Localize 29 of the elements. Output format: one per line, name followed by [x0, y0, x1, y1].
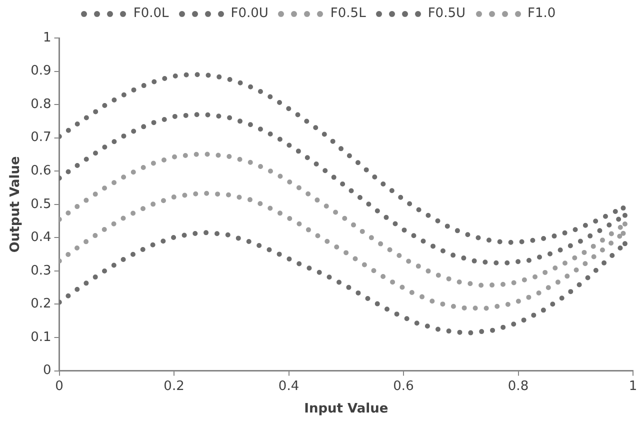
y-tick-label: 0.9: [30, 64, 52, 79]
x-tick-label: 0.4: [278, 378, 300, 394]
y-tick-label: 0.4: [30, 230, 52, 246]
legend-label: F0.0L: [133, 6, 169, 21]
y-tick-label: 0.7: [30, 130, 52, 146]
y-tick-label: 0.5: [30, 196, 52, 212]
y-tick-label: 0.1: [30, 330, 52, 345]
x-axis-title: Input Value: [304, 402, 388, 417]
y-axis-title: Output Value: [8, 156, 24, 253]
y-tick-label: 0.6: [30, 163, 52, 178]
x-tick-label: 0.6: [393, 378, 414, 394]
y-tick-label: 0.8: [30, 96, 52, 112]
point: [622, 212, 628, 218]
legend-label: F1.0: [528, 6, 556, 21]
point: [620, 230, 626, 236]
y-tick-label: 1: [42, 30, 52, 46]
x-tick-label: 0: [55, 378, 64, 394]
point: [620, 206, 626, 211]
y-tick-label: 0: [42, 363, 52, 378]
legend-label: F0.0U: [230, 6, 268, 21]
x-tick-label: 0.2: [164, 378, 184, 394]
y-tick-label: 0.2: [30, 296, 52, 312]
point: [622, 241, 628, 246]
legend-label: F0.5L: [330, 6, 366, 21]
legend-label: F0.5U: [428, 6, 466, 21]
y-tick-label: 0.3: [30, 263, 52, 278]
x-tick-label: 1: [628, 378, 638, 394]
point: [622, 222, 628, 227]
x-tick-label: 0.8: [508, 378, 529, 394]
